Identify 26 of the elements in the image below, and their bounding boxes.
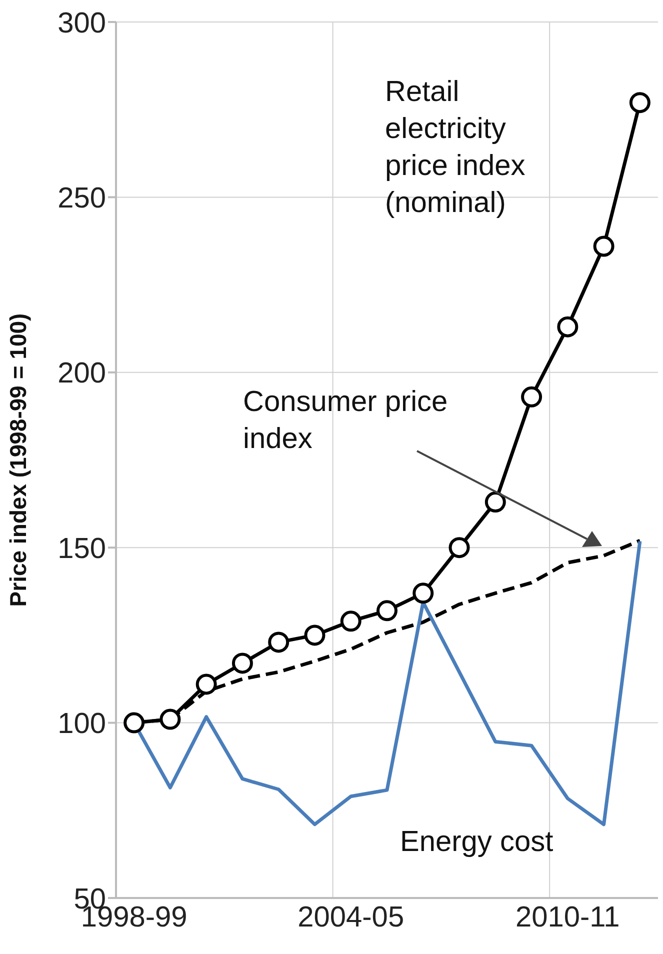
- text: Retail electricity price index (nominal): [385, 75, 526, 221]
- point: [412, 582, 434, 604]
- point: [629, 92, 650, 114]
- point: [376, 600, 398, 622]
- point: [160, 708, 181, 730]
- point: [196, 674, 217, 695]
- series-label: Energy cost: [400, 825, 554, 860]
- point: [557, 316, 578, 338]
- point: [484, 492, 506, 513]
- text: Consumer price index: [243, 385, 449, 457]
- x-tick-label: 2004-05: [298, 902, 404, 934]
- point: [521, 386, 542, 408]
- y-tick-label: 150: [58, 532, 106, 565]
- point: [448, 537, 470, 558]
- y-tick-label: 100: [58, 708, 106, 740]
- point: [304, 624, 326, 646]
- y-tick-label: 200: [58, 358, 106, 390]
- y-axis-title: Price index (1998-99 = 100): [5, 313, 32, 607]
- point: [124, 712, 145, 734]
- point: [268, 632, 290, 653]
- point: [593, 236, 614, 257]
- x-tick-label: 2010-11: [516, 902, 620, 934]
- point: [232, 652, 253, 674]
- y-tick-label: 250: [58, 182, 106, 214]
- y-tick-label: 300: [58, 7, 106, 40]
- point: [340, 610, 362, 632]
